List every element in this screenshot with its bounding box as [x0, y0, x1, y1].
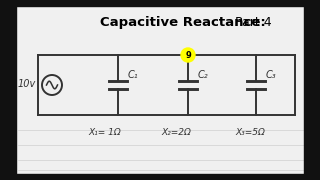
Text: C₃: C₃: [266, 70, 276, 80]
Text: C₂: C₂: [198, 70, 209, 80]
Text: X₃=5Ω: X₃=5Ω: [235, 128, 265, 137]
Text: X₁= 1Ω: X₁= 1Ω: [89, 128, 121, 137]
Text: 9: 9: [185, 51, 191, 60]
Text: X₂=2Ω: X₂=2Ω: [161, 128, 191, 137]
Text: Part 4: Part 4: [235, 16, 272, 29]
Text: 10v: 10v: [18, 79, 36, 89]
Text: Capacitive Reactance:: Capacitive Reactance:: [100, 16, 266, 29]
Circle shape: [181, 48, 195, 62]
Text: C₁: C₁: [128, 70, 139, 80]
